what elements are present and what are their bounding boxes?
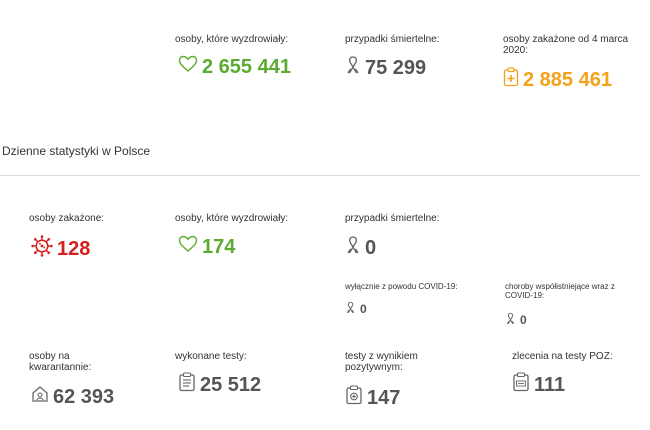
daily-infected-value-row: 128 <box>31 235 90 263</box>
daily-recovered-value: 174 <box>202 235 236 258</box>
quarantine-label-line1: osoby na <box>29 351 70 362</box>
positive-test-icon <box>345 385 363 411</box>
quarantine-value: 62 393 <box>53 385 115 408</box>
section-title: Dzienne statystyki w Polsce <box>2 144 151 158</box>
deaths-comorbidities-value-row: 0 <box>505 312 527 328</box>
total-infected-value: 2 885 461 <box>523 68 612 91</box>
test-kit-icon <box>178 372 196 398</box>
daily-deaths-value: 0 <box>365 236 377 259</box>
total-infected-label-line1: osoby zakażone od 4 marca <box>503 34 629 45</box>
deaths-covid-only-label: wyłącznie z powodu COVID-19: <box>345 282 458 291</box>
quarantine-label: osoby na kwarantannie: <box>29 351 91 373</box>
total-recovered-value: 2 655 441 <box>202 55 291 78</box>
daily-infected-value: 128 <box>57 237 91 260</box>
total-infected-label-line2: 2020: <box>503 45 529 56</box>
tests-label: wykonane testy: <box>175 351 247 362</box>
daily-recovered-label: osoby, które wyzdrowiały: <box>175 213 289 224</box>
deaths-covid-only-value: 0 <box>360 302 367 316</box>
heart-icon <box>178 235 198 259</box>
deaths-covid-only-value-row: 0 <box>345 301 367 317</box>
total-recovered-value-row: 2 655 441 <box>178 55 291 79</box>
total-deaths-value-row: 75 299 <box>345 55 426 81</box>
daily-infected-label: osoby zakażone: <box>29 213 105 224</box>
poz-orders-value-row: 111 <box>512 372 565 398</box>
poz-orders-label: zlecenia na testy POZ: <box>512 351 613 362</box>
daily-recovered-value-row: 174 <box>178 235 235 259</box>
heart-icon <box>178 55 198 79</box>
daily-deaths-label: przypadki śmiertelne: <box>345 213 440 224</box>
positive-tests-label: testy z wynikiem pozytywnym: <box>345 351 418 373</box>
house-icon <box>31 385 49 409</box>
total-infected-value-row: 2 885 461 <box>503 67 612 93</box>
virus-icon <box>31 235 53 263</box>
positive-tests-value: 147 <box>367 386 401 409</box>
daily-deaths-value-row: 0 <box>345 235 376 261</box>
total-deaths-label: przypadki śmiertelne: <box>345 34 440 45</box>
deaths-comorbidities-value: 0 <box>520 313 527 327</box>
quarantine-label-line2: kwarantannie: <box>29 362 92 373</box>
positive-tests-label-line1: testy z wynikiem <box>345 351 418 362</box>
poz-orders-value: 111 <box>534 373 566 396</box>
quarantine-value-row: 62 393 <box>31 385 114 409</box>
positive-tests-label-line2: pozytywnym: <box>345 362 403 373</box>
positive-tests-value-row: 147 <box>345 385 400 411</box>
poz-order-icon <box>512 372 530 398</box>
ribbon-icon <box>345 55 361 81</box>
deaths-comorbidities-label: choroby współistniejące wraz z COVID-19: <box>505 282 615 300</box>
total-deaths-value: 75 299 <box>365 56 427 79</box>
deaths-comorbidities-label-line2: COVID-19: <box>505 291 545 300</box>
deaths-comorbidities-label-line1: choroby współistniejące wraz z <box>505 282 615 291</box>
section-divider <box>0 175 640 176</box>
total-infected-label: osoby zakażone od 4 marca 2020: <box>503 34 628 56</box>
total-recovered-label: osoby, które wyzdrowiały: <box>175 34 289 45</box>
medical-clipboard-icon <box>503 67 519 93</box>
tests-value-row: 25 512 <box>178 372 261 398</box>
tests-value: 25 512 <box>200 373 262 396</box>
ribbon-icon <box>345 301 356 317</box>
ribbon-icon <box>345 235 361 261</box>
ribbon-icon <box>505 312 516 328</box>
